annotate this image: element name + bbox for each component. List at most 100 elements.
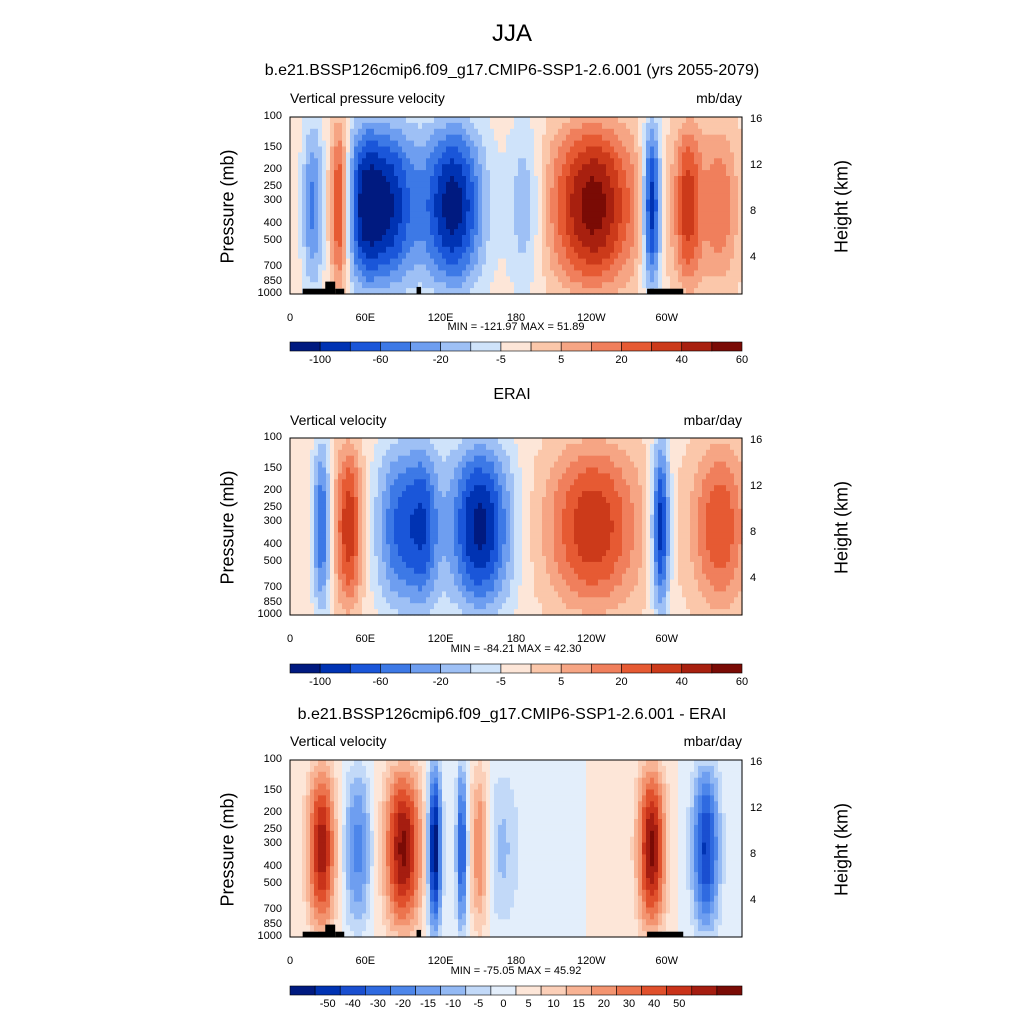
heatmap-cell bbox=[654, 211, 659, 218]
heatmap-cell bbox=[626, 217, 631, 224]
heatmap-cell bbox=[318, 573, 323, 581]
heatmap-cell bbox=[430, 502, 435, 510]
heatmap-cell bbox=[442, 567, 447, 575]
heatmap-cell bbox=[290, 479, 295, 486]
heatmap-cell bbox=[374, 288, 379, 295]
heatmap-cell bbox=[458, 550, 463, 557]
heatmap-cell bbox=[302, 211, 307, 218]
heatmap-cell bbox=[414, 134, 419, 142]
heatmap-cell bbox=[366, 550, 371, 557]
heatmap-cell bbox=[734, 217, 739, 224]
heatmap-cell bbox=[426, 264, 431, 271]
heatmap-cell bbox=[394, 473, 399, 480]
heatmap-cell bbox=[642, 270, 647, 277]
heatmap-cell bbox=[606, 122, 611, 130]
heatmap-cell bbox=[366, 591, 371, 598]
heatmap-cell bbox=[426, 597, 431, 604]
heatmap-cell bbox=[450, 573, 455, 581]
heatmap-cell bbox=[718, 252, 723, 260]
heatmap-cell bbox=[598, 128, 603, 136]
heatmap-cell bbox=[294, 556, 299, 563]
heatmap-cell bbox=[702, 158, 707, 165]
heatmap-cell bbox=[378, 217, 383, 224]
heatmap-cell bbox=[594, 164, 599, 171]
heatmap-cell bbox=[454, 288, 459, 295]
heatmap-cell bbox=[710, 276, 715, 283]
heatmap-cell bbox=[306, 573, 311, 581]
heatmap-cell bbox=[322, 591, 327, 598]
heatmap-cell bbox=[682, 176, 687, 183]
heatmap-cell bbox=[474, 176, 479, 183]
heatmap-cell bbox=[586, 170, 591, 177]
heatmap-cell bbox=[382, 181, 387, 189]
heatmap-cell bbox=[678, 117, 683, 124]
heatmap-cell bbox=[290, 235, 295, 242]
heatmap-cell bbox=[406, 473, 411, 480]
heatmap-cell bbox=[434, 443, 439, 451]
heatmap-cell bbox=[670, 211, 675, 218]
heatmap-cell bbox=[366, 538, 371, 545]
heatmap-cell bbox=[690, 246, 695, 254]
heatmap-cell bbox=[578, 205, 583, 212]
heatmap-cell bbox=[402, 491, 407, 498]
heatmap-cell bbox=[494, 223, 499, 230]
heatmap-cell bbox=[562, 134, 567, 142]
heatmap-cell bbox=[426, 217, 431, 224]
heatmap-cell bbox=[426, 122, 431, 130]
heatmap-cell bbox=[366, 117, 371, 124]
heatmap-cell bbox=[602, 193, 607, 201]
heatmap-cell bbox=[534, 158, 539, 165]
heatmap-cell bbox=[486, 288, 491, 295]
heatmap-cell bbox=[426, 146, 431, 153]
heatmap-cell bbox=[698, 164, 703, 171]
heatmap-cell bbox=[358, 276, 363, 283]
heatmap-cell bbox=[710, 223, 715, 230]
heatmap-cell bbox=[438, 193, 443, 201]
heatmap-cell bbox=[562, 176, 567, 183]
heatmap-cell bbox=[446, 438, 451, 445]
heatmap-cell bbox=[626, 252, 631, 260]
heatmap-cell bbox=[346, 520, 351, 528]
heatmap-cell bbox=[294, 443, 299, 451]
heatmap-cell bbox=[430, 223, 435, 230]
heatmap-cell bbox=[354, 526, 359, 533]
heatmap-cell bbox=[346, 544, 351, 551]
heatmap-cell bbox=[374, 117, 379, 124]
heatmap-cell bbox=[518, 282, 523, 289]
heatmap-cell bbox=[394, 550, 399, 557]
heatmap-cell bbox=[434, 152, 439, 159]
heatmap-cell bbox=[654, 246, 659, 254]
heatmap-cell bbox=[410, 117, 415, 124]
heatmap-cell bbox=[602, 258, 607, 266]
heatmap-cell bbox=[338, 164, 343, 171]
heatmap-cell bbox=[646, 140, 651, 148]
heatmap-cell bbox=[702, 164, 707, 171]
heatmap-cell bbox=[726, 270, 731, 277]
heatmap-cell bbox=[362, 585, 367, 592]
heatmap-cell bbox=[610, 246, 615, 254]
heatmap-cell bbox=[330, 455, 335, 463]
heatmap-cell bbox=[606, 223, 611, 230]
heatmap-cell bbox=[298, 585, 303, 592]
heatmap-cell bbox=[358, 438, 363, 445]
heatmap-cell bbox=[386, 497, 391, 504]
heatmap-cell bbox=[374, 556, 379, 563]
heatmap-cell bbox=[330, 479, 335, 486]
heatmap-cell bbox=[370, 579, 375, 587]
heatmap-cell bbox=[454, 455, 459, 463]
heatmap-cell bbox=[490, 199, 495, 207]
heatmap-cell bbox=[614, 240, 619, 248]
heatmap-cell bbox=[342, 223, 347, 230]
heatmap-cell bbox=[686, 205, 691, 212]
heatmap-cell bbox=[554, 288, 559, 295]
heatmap-cell bbox=[674, 187, 679, 195]
heatmap-cell bbox=[474, 591, 479, 598]
heatmap-cell bbox=[686, 282, 691, 289]
heatmap-cell bbox=[366, 561, 371, 569]
heatmap-cell bbox=[642, 187, 647, 195]
heatmap-cell bbox=[414, 117, 419, 124]
heatmap-cell bbox=[290, 181, 295, 189]
heatmap-cell bbox=[594, 146, 599, 153]
heatmap-cell bbox=[450, 140, 455, 148]
heatmap-cell bbox=[426, 603, 431, 610]
